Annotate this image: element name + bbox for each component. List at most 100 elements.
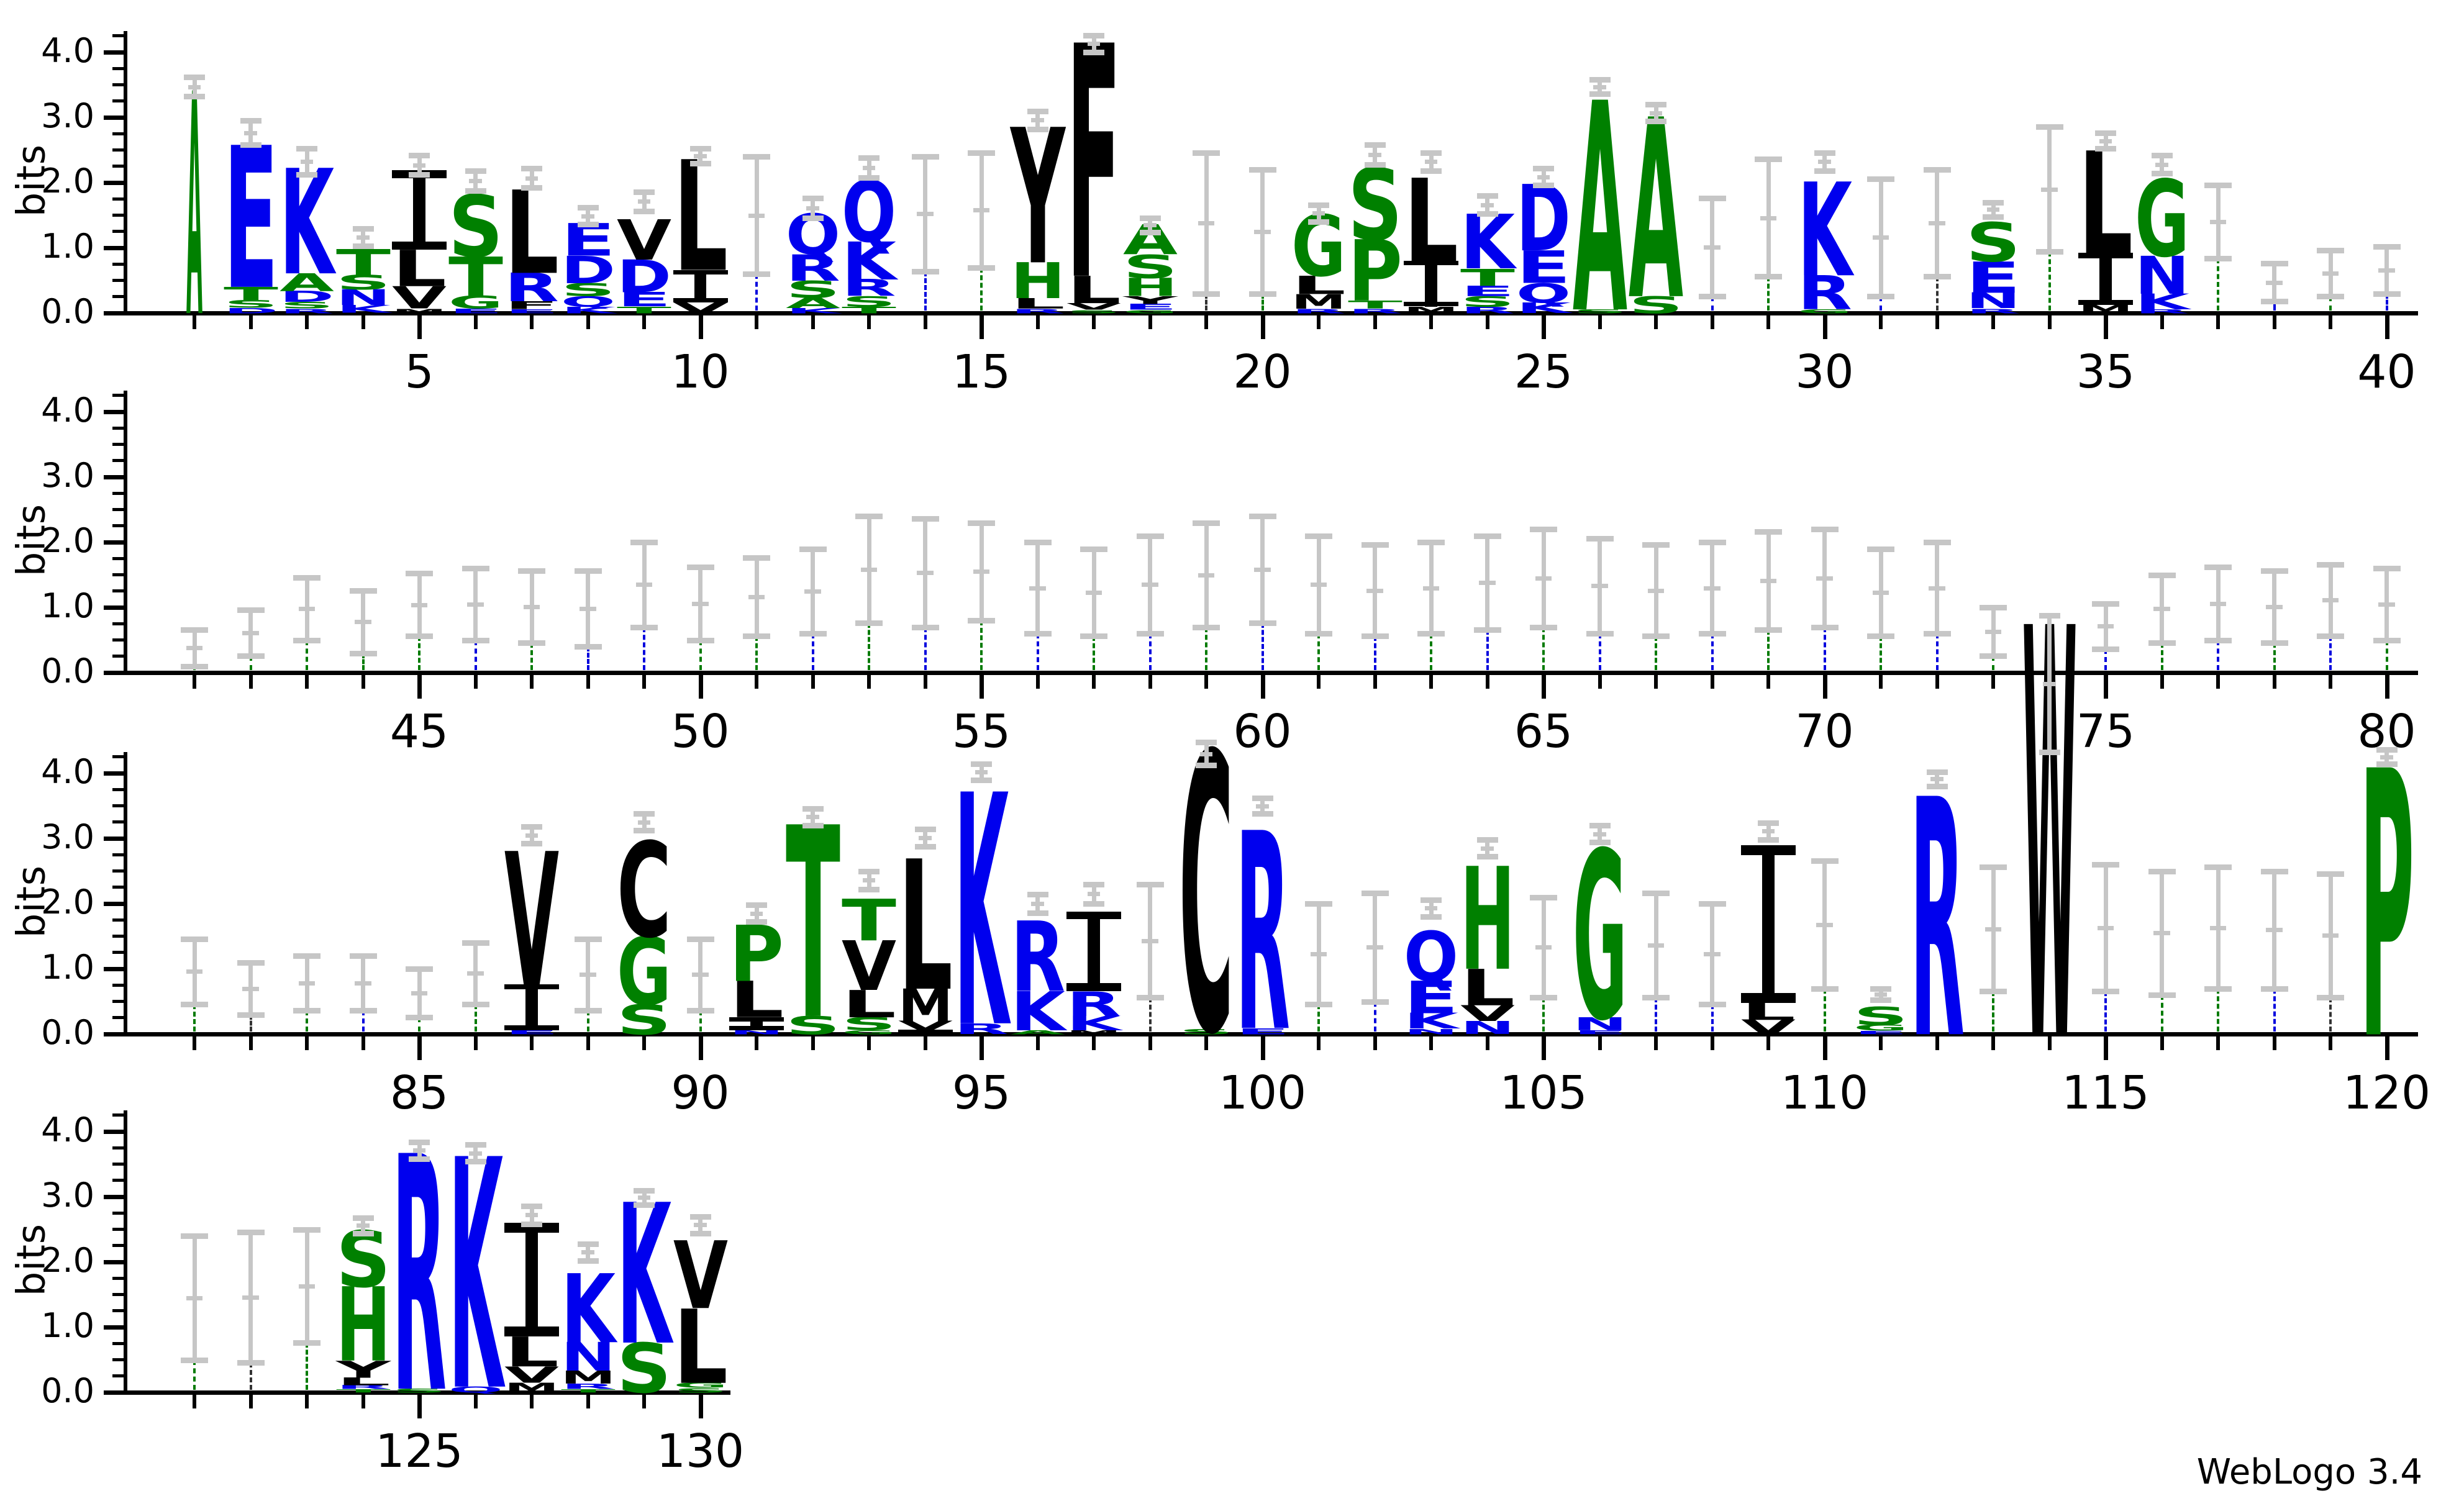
error-bar-cap	[181, 936, 208, 942]
svg-text:R: R	[1966, 307, 2021, 315]
error-bar-middle	[242, 1295, 259, 1300]
logo-letter-K: K	[1798, 156, 1855, 306]
svg-text:D: D	[224, 307, 278, 315]
x-tick-label: 5	[404, 345, 434, 399]
error-bar-cap	[1139, 229, 1161, 235]
svg-text:K: K	[1066, 1012, 1123, 1035]
svg-text:L: L	[1460, 959, 1515, 1017]
error-bar-cap	[240, 142, 261, 148]
error-bar-cap	[968, 618, 995, 624]
error-bar-cap	[1305, 533, 1332, 539]
error-bar-cap	[1473, 627, 1501, 633]
error-bar-cap	[2095, 146, 2116, 152]
logo-letter-A: A	[1573, 42, 1628, 377]
error-bar-middle	[1142, 938, 1158, 943]
error-bar-middle	[1930, 777, 1943, 782]
svg-text:S: S	[1853, 1002, 1908, 1032]
x-tick	[1373, 1036, 1377, 1050]
svg-text:L: L	[336, 1376, 391, 1388]
error-bar-middle	[1312, 211, 1325, 216]
y-tick	[112, 132, 124, 135]
error-tail	[1655, 636, 1657, 670]
x-tick	[642, 315, 646, 329]
x-tick-label: 95	[952, 1066, 1011, 1120]
x-tick-label: 70	[1795, 705, 1854, 758]
y-tick	[112, 638, 124, 642]
logo-letter-R: R	[1798, 266, 1852, 320]
x-tick	[1373, 675, 1377, 689]
logo-letter-V: V	[1741, 1016, 1796, 1039]
svg-text:V: V	[673, 1223, 728, 1331]
error-bar-middle	[1479, 581, 1496, 586]
error-bar-cap	[2260, 261, 2288, 267]
error-bar-cap	[1476, 211, 1498, 217]
logo-letter-L: L	[898, 823, 953, 1031]
logo-letter-R: R	[280, 307, 334, 315]
error-bar-middle	[1535, 945, 1552, 950]
y-tick-label: 4.0	[41, 391, 94, 430]
svg-text:G: G	[448, 292, 503, 312]
logo-letter-E: E	[1460, 283, 1515, 299]
error-tail	[2160, 642, 2163, 670]
x-tick	[1035, 315, 1040, 329]
error-tail	[1093, 636, 1095, 670]
error-bar-middle	[1481, 846, 1494, 851]
svg-text:A: A	[786, 294, 840, 311]
error-bar-cap	[293, 953, 321, 959]
error-bar-middle	[862, 165, 876, 170]
y-tick-label: 4.0	[41, 31, 94, 70]
svg-text:H: H	[1123, 273, 1178, 302]
logo-letter-R: R	[1011, 307, 1065, 315]
y-tick-label: 0.0	[41, 651, 94, 691]
y-tick	[104, 409, 124, 414]
y-tick	[112, 99, 124, 103]
error-tail	[1823, 988, 1826, 1032]
x-tick	[1542, 315, 1546, 339]
svg-text:N: N	[1573, 1014, 1627, 1034]
x-tick	[2384, 675, 2389, 699]
error-bar-cap	[1139, 215, 1161, 221]
y-axis	[124, 752, 127, 1036]
x-tick	[1260, 675, 1265, 699]
error-bar-cap	[2039, 612, 2060, 619]
error-bar-cap	[914, 827, 936, 833]
svg-text:L: L	[1066, 268, 1121, 312]
svg-text:V: V	[1066, 302, 1122, 312]
error-bar-cap	[2148, 640, 2176, 646]
y-tick	[112, 443, 124, 446]
error-tail	[361, 1010, 365, 1032]
x-tick	[586, 675, 590, 689]
svg-text:R: R	[504, 265, 559, 311]
y-tick	[112, 148, 124, 152]
error-bar-cap	[1196, 763, 1217, 769]
error-bar-cap	[1476, 193, 1498, 199]
error-bar-cap	[1136, 631, 1164, 637]
error-tail	[1373, 1001, 1376, 1032]
x-tick	[530, 1036, 534, 1050]
svg-text:R: R	[1235, 776, 1290, 1092]
svg-text:H: H	[1011, 253, 1065, 310]
error-bar-cap	[352, 243, 374, 249]
error-bar-cap	[1533, 165, 1554, 171]
error-bar-cap	[1530, 894, 1557, 900]
y-tick	[112, 197, 124, 201]
error-bar-middle	[188, 84, 201, 89]
x-tick	[642, 1036, 646, 1050]
logo-letter-K: K	[1404, 1009, 1461, 1034]
error-bar-middle	[2322, 933, 2339, 938]
x-tick	[698, 675, 703, 699]
logo-letter-K: K	[1460, 199, 1517, 286]
logo-letter-V: V	[842, 927, 896, 1006]
error-bar-cap	[746, 902, 767, 909]
error-tail	[1317, 1004, 1320, 1032]
logo-letter-S: S	[1573, 308, 1627, 314]
error-bar-cap	[1417, 631, 1445, 637]
x-tick	[530, 675, 534, 689]
logo-letter-K: K	[561, 1254, 618, 1364]
error-tail	[643, 627, 645, 670]
svg-text:S: S	[617, 1330, 671, 1408]
x-tick	[1991, 1036, 1995, 1050]
svg-text:R: R	[954, 1021, 1009, 1038]
error-bar-cap	[1645, 119, 1666, 125]
x-tick	[1204, 675, 1208, 689]
